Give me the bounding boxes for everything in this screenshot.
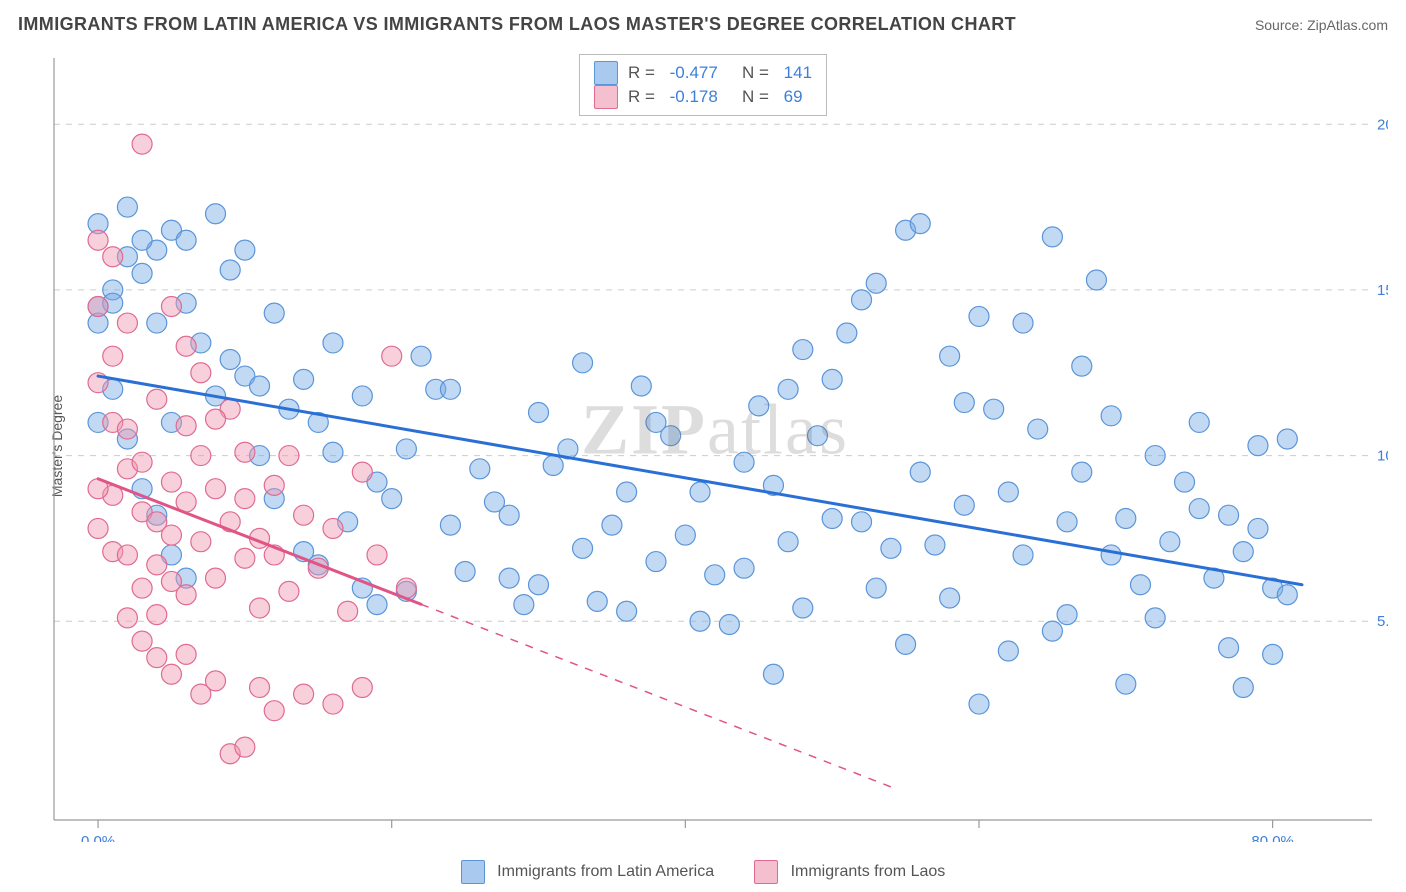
n-value-latin-america: 141 <box>784 63 812 83</box>
svg-text:5.0%: 5.0% <box>1377 613 1388 630</box>
svg-text:80.0%: 80.0% <box>1251 833 1294 842</box>
legend-item-latin-america: Immigrants from Latin America <box>461 860 714 884</box>
bottom-legend: Immigrants from Latin America Immigrants… <box>0 860 1406 884</box>
swatch-latin-america <box>461 860 485 884</box>
r-value-latin-america: -0.477 <box>670 63 718 83</box>
r-value-laos: -0.178 <box>670 87 718 107</box>
plot-area: 5.0%10.0%15.0%20.0%0.0%80.0% ZIPatlas <box>42 50 1388 842</box>
correlation-row-latin-america: R = -0.477 N = 141 <box>594 61 812 85</box>
n-label: N = <box>728 63 774 83</box>
n-label: N = <box>728 87 774 107</box>
correlation-legend-box: R = -0.477 N = 141 R = -0.178 N = 69 <box>579 54 827 116</box>
title-bar: IMMIGRANTS FROM LATIN AMERICA VS IMMIGRA… <box>18 14 1388 35</box>
swatch-latin-america <box>594 61 618 85</box>
legend-item-laos: Immigrants from Laos <box>754 860 945 884</box>
source-attribution: Source: ZipAtlas.com <box>1255 17 1388 33</box>
r-label: R = <box>628 63 660 83</box>
r-label: R = <box>628 87 660 107</box>
chart-title: IMMIGRANTS FROM LATIN AMERICA VS IMMIGRA… <box>18 14 1016 35</box>
n-value-laos: 69 <box>784 87 803 107</box>
svg-text:0.0%: 0.0% <box>81 833 115 842</box>
legend-label-laos: Immigrants from Laos <box>791 863 946 880</box>
correlation-row-laos: R = -0.178 N = 69 <box>594 85 812 109</box>
svg-text:10.0%: 10.0% <box>1377 448 1388 465</box>
scatter-chart-svg: 5.0% 10.0% 15.0% 20.0% 0.0% 80.0% <box>42 50 1388 842</box>
svg-text:15.0%: 15.0% <box>1377 282 1388 299</box>
swatch-laos <box>754 860 778 884</box>
swatch-laos <box>594 85 618 109</box>
legend-label-latin-america: Immigrants from Latin America <box>497 863 714 880</box>
svg-text:20.0%: 20.0% <box>1377 116 1388 133</box>
